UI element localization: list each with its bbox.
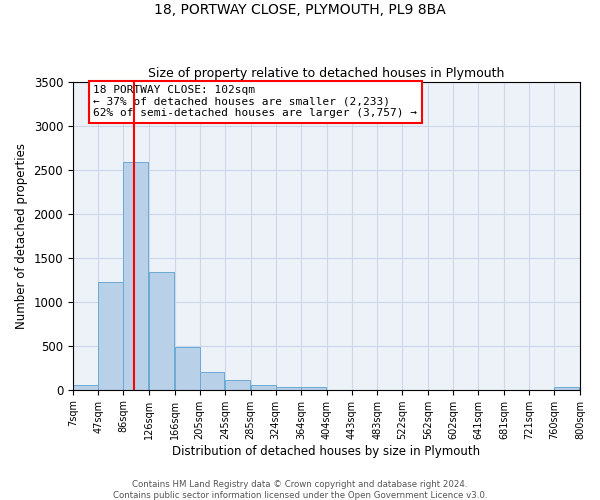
Text: 18, PORTWAY CLOSE, PLYMOUTH, PL9 8BA: 18, PORTWAY CLOSE, PLYMOUTH, PL9 8BA bbox=[154, 2, 446, 16]
Bar bbox=[149, 272, 174, 390]
Bar bbox=[124, 162, 148, 390]
Bar bbox=[98, 282, 124, 390]
Bar bbox=[301, 387, 326, 390]
Bar bbox=[73, 386, 98, 390]
Bar bbox=[251, 386, 275, 390]
Bar bbox=[200, 372, 224, 390]
X-axis label: Distribution of detached houses by size in Plymouth: Distribution of detached houses by size … bbox=[172, 444, 481, 458]
Y-axis label: Number of detached properties: Number of detached properties bbox=[15, 143, 28, 329]
Text: Contains HM Land Registry data © Crown copyright and database right 2024.
Contai: Contains HM Land Registry data © Crown c… bbox=[113, 480, 487, 500]
Text: 18 PORTWAY CLOSE: 102sqm
← 37% of detached houses are smaller (2,233)
62% of sem: 18 PORTWAY CLOSE: 102sqm ← 37% of detach… bbox=[93, 85, 417, 118]
Bar bbox=[554, 387, 580, 390]
Bar bbox=[225, 380, 250, 390]
Bar bbox=[275, 387, 301, 390]
Title: Size of property relative to detached houses in Plymouth: Size of property relative to detached ho… bbox=[148, 66, 505, 80]
Bar bbox=[175, 346, 200, 390]
